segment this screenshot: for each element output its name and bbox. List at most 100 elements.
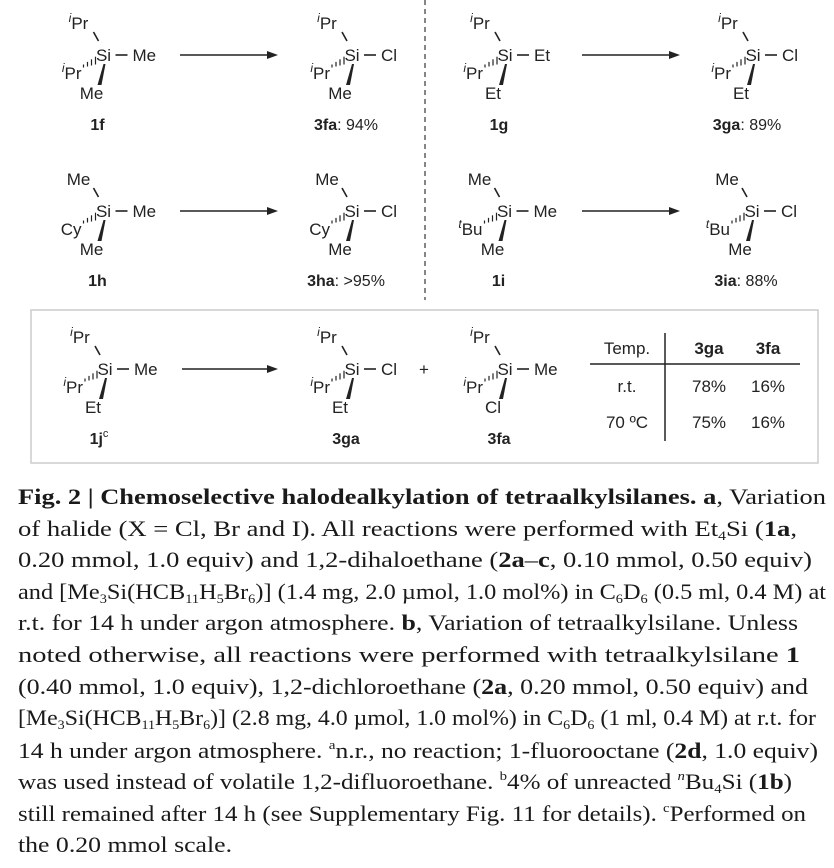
compound-label: 1i bbox=[492, 273, 505, 290]
bond bbox=[494, 345, 501, 356]
compound-label: 1f bbox=[90, 117, 105, 134]
compound-label: 3ga: 89% bbox=[713, 117, 782, 134]
silicon-atom: Si bbox=[744, 202, 759, 221]
caption-text: 0.20 mmol, 1.0 equiv) and 1,2-dihaloetha… bbox=[18, 547, 499, 573]
table-header-3fa: 3fa bbox=[756, 339, 781, 358]
bottom-substituent: Me bbox=[80, 84, 104, 103]
left-substituent: iPr bbox=[711, 61, 731, 83]
caption-text: r.t. for 14 h under argon atmosphere. bbox=[18, 610, 402, 636]
silicon-atom: Si bbox=[96, 202, 111, 221]
caption-bold-text: 5 bbox=[172, 717, 180, 733]
caption-line: of halide (X = Cl, Br and I). All reacti… bbox=[18, 516, 797, 544]
table-cell: 70 ºC bbox=[606, 413, 648, 432]
bottom-substituent: Me bbox=[328, 240, 352, 259]
top-substituent: iPr bbox=[718, 11, 738, 33]
caption-text: noted otherwise, all reactions were perf… bbox=[18, 642, 786, 667]
left-substituent: iPr bbox=[310, 375, 330, 397]
caption-text: n.r., no reaction; 1-fluorooctane ( bbox=[335, 737, 675, 763]
reaction-arrow bbox=[582, 207, 680, 215]
caption-bold-text: 1 bbox=[785, 642, 800, 667]
caption-text: , 0.20 mmol, 0.50 equiv) and bbox=[507, 673, 808, 699]
reaction-arrow bbox=[180, 51, 278, 59]
caption-bold-text: 6 bbox=[640, 590, 648, 606]
top-substituent: iPr bbox=[70, 325, 90, 347]
caption-bold-text: 2a bbox=[481, 673, 508, 699]
caption-text: Si ( bbox=[721, 769, 758, 795]
silicon-atom: Si bbox=[97, 360, 112, 379]
caption-bold-text: 5 bbox=[216, 590, 224, 606]
caption-text: , 1.0 equiv) bbox=[701, 737, 818, 763]
caption-text: of halide (X = Cl, Br and I). All reacti… bbox=[18, 515, 719, 541]
wedge-bond bbox=[747, 64, 755, 85]
caption-text: D bbox=[570, 705, 588, 731]
wedge-bond bbox=[499, 64, 507, 85]
caption-line: was used instead of volatile 1,2-difluor… bbox=[18, 768, 792, 797]
left-substituent: tBu bbox=[706, 217, 730, 239]
caption-text: Br bbox=[223, 578, 249, 604]
table-cell: 16% bbox=[751, 377, 785, 396]
caption-bold-text: 1b bbox=[757, 769, 784, 795]
silicon-atom: Si bbox=[745, 46, 760, 65]
bond bbox=[341, 345, 348, 356]
top-substituent: Me bbox=[468, 170, 492, 189]
left-substituent: Cy bbox=[61, 220, 82, 239]
right-substituent: Cl bbox=[381, 46, 397, 65]
wedge-bond bbox=[746, 220, 754, 241]
caption-line: noted otherwise, all reactions were perf… bbox=[18, 642, 800, 668]
bond bbox=[742, 31, 749, 42]
caption-text: ) bbox=[783, 769, 792, 795]
bond bbox=[341, 187, 348, 198]
caption-text: n bbox=[677, 768, 685, 784]
silicon-atom: Si bbox=[497, 202, 512, 221]
caption-text: and [Me bbox=[18, 578, 100, 604]
wedge-bond bbox=[499, 378, 507, 399]
competition-box bbox=[30, 309, 819, 464]
top-substituent: Me bbox=[715, 170, 739, 189]
caption-bold-text: 3 bbox=[57, 717, 65, 733]
right-substituent: Cl bbox=[381, 360, 397, 379]
caption-text: , 0.10 mmol, 0.50 equiv) bbox=[549, 547, 812, 573]
caption-bold-text: 6 bbox=[615, 590, 623, 606]
caption-text: Si ( bbox=[726, 515, 764, 541]
caption-line: 0.20 mmol, 1.0 equiv) and 1,2-dihaloetha… bbox=[18, 547, 812, 573]
silicon-atom: Si bbox=[497, 46, 512, 65]
caption-line: r.t. for 14 h under argon atmosphere. b,… bbox=[18, 610, 798, 636]
bond bbox=[741, 187, 748, 198]
top-substituent: Me bbox=[315, 170, 339, 189]
compound-label: 1jc bbox=[90, 428, 109, 448]
reaction-arrow bbox=[180, 207, 278, 215]
caption-line: 14 h under argon atmosphere. an.r., no r… bbox=[18, 737, 818, 764]
bottom-substituent: Me bbox=[80, 240, 104, 259]
right-substituent: Me bbox=[134, 360, 158, 379]
bottom-substituent: Me bbox=[481, 240, 505, 259]
wedge-bond bbox=[97, 220, 106, 241]
caption-bold-text: 1a bbox=[763, 515, 791, 541]
table-cell: r.t. bbox=[618, 377, 637, 396]
caption-text: Performed on bbox=[669, 801, 806, 826]
caption-bold-text: 11 bbox=[141, 717, 156, 733]
wedge-bond bbox=[498, 220, 507, 241]
right-substituent: Me bbox=[133, 46, 157, 65]
bottom-substituent: Cl bbox=[485, 398, 501, 417]
wedge-bond bbox=[99, 378, 107, 399]
silicon-atom: Si bbox=[344, 46, 359, 65]
bottom-substituent: Et bbox=[733, 84, 749, 103]
caption-text: a bbox=[328, 736, 336, 752]
caption-bold-text: Fig. 2 | Chemoselective halodealkylation… bbox=[18, 484, 717, 509]
caption-text: b bbox=[499, 768, 508, 784]
caption-bold-text: 2d bbox=[674, 737, 702, 763]
caption-bold-text: c bbox=[537, 547, 550, 573]
top-substituent: iPr bbox=[470, 325, 490, 347]
compound-label: 3ha: >95% bbox=[307, 273, 385, 290]
table-cell: 78% bbox=[692, 377, 726, 396]
bottom-substituent: Me bbox=[328, 84, 352, 103]
caption-text: 4% of unreacted bbox=[507, 769, 678, 795]
caption-text: )] (2.8 mg, 4.0 µmol, 1.0 mol%) in C bbox=[210, 705, 564, 731]
caption-text: , Variation of tetraalkylsilane. Unless bbox=[415, 610, 798, 636]
top-substituent: Me bbox=[67, 170, 91, 189]
caption-text: – bbox=[524, 547, 538, 573]
bond bbox=[341, 31, 348, 42]
